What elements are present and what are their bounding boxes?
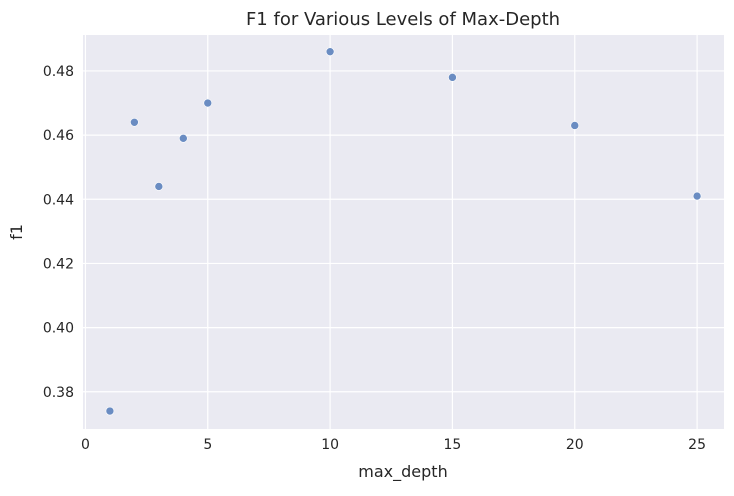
plot-area — [83, 35, 724, 429]
y-tick-label: 0.48 — [43, 64, 74, 80]
x-tick-label: 15 — [444, 437, 462, 453]
x-tick-label: 10 — [321, 437, 339, 453]
y-tick-label: 0.42 — [43, 256, 74, 272]
x-tick-label: 20 — [566, 437, 584, 453]
chart-title: F1 for Various Levels of Max-Depth — [246, 9, 560, 30]
x-axis-label: max_depth — [358, 462, 447, 482]
x-axis-ticks: 0 5 10 15 20 25 — [81, 437, 706, 453]
data-point — [179, 134, 188, 143]
y-tick-label: 0.44 — [43, 192, 74, 208]
data-point — [130, 117, 139, 127]
x-tick-label: 25 — [688, 437, 706, 453]
x-tick-label: 5 — [203, 437, 212, 453]
data-point — [325, 47, 335, 56]
data-points — [105, 47, 702, 416]
y-tick-label: 0.38 — [43, 385, 74, 401]
data-point — [203, 98, 213, 108]
data-point — [154, 182, 164, 191]
y-axis-label: f1 — [7, 224, 26, 240]
data-point — [105, 406, 115, 416]
data-point — [692, 191, 702, 201]
y-tick-label: 0.40 — [43, 321, 74, 337]
y-axis-ticks: 0.38 0.40 0.42 0.44 0.46 0.48 — [43, 64, 74, 401]
data-point — [570, 121, 580, 130]
grid-lines — [83, 35, 724, 429]
x-tick-label: 0 — [81, 437, 90, 453]
y-tick-label: 0.46 — [43, 128, 74, 144]
data-point — [448, 73, 457, 82]
